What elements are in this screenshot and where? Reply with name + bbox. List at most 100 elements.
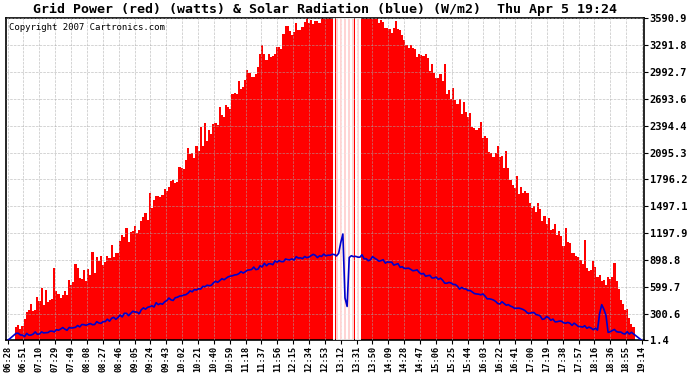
Bar [556,236,558,340]
Bar [575,256,578,340]
Bar [280,49,282,340]
Bar [477,128,480,340]
Bar [482,138,484,340]
Bar [51,299,53,340]
Bar [314,21,316,340]
Bar [276,47,278,340]
Bar [17,326,19,340]
Bar [607,277,609,340]
Bar [179,167,181,340]
Bar [325,13,327,340]
Bar [264,54,266,340]
Bar [456,104,459,340]
Bar [234,93,236,340]
Bar [87,269,89,340]
Bar [223,117,225,340]
Bar [367,0,369,340]
Title: Grid Power (red) (watts) & Solar Radiation (blue) (W/m2)  Thu Apr 5 19:24: Grid Power (red) (watts) & Solar Radiati… [33,3,617,16]
Bar [495,153,497,340]
Bar [68,280,70,340]
Bar [386,28,388,340]
Bar [106,256,108,340]
Bar [323,15,325,340]
Bar [259,54,262,340]
Bar [558,231,560,340]
Bar [138,230,140,340]
Bar [210,134,213,340]
Bar [461,114,463,340]
Bar [89,275,92,340]
Bar [240,89,242,340]
Bar [306,15,308,340]
Bar [231,94,234,340]
Bar [130,232,132,340]
Bar [440,75,442,340]
Bar [81,279,83,340]
Bar [629,318,631,340]
Bar [174,183,177,340]
Bar [124,237,126,340]
Bar [533,206,535,340]
Bar [416,57,418,340]
Bar [270,57,272,340]
Bar [28,310,30,340]
Bar [582,264,584,340]
Bar [363,1,365,340]
Bar [522,192,524,340]
Bar [39,301,41,340]
Bar [535,212,537,340]
Bar [497,146,499,340]
Bar [121,235,124,340]
Bar [509,180,511,340]
Bar [215,123,217,340]
Bar [248,73,250,341]
Bar [94,273,96,340]
Bar [613,263,615,340]
Bar [19,329,21,340]
Bar [388,29,391,340]
Bar [562,246,564,340]
Bar [586,268,588,340]
Bar [397,29,399,340]
Bar [380,20,382,340]
Bar [149,193,151,340]
Bar [100,256,102,340]
Bar [201,146,204,340]
Bar [151,209,153,340]
Bar [96,257,98,340]
Bar [473,128,475,340]
Bar [140,221,142,340]
Bar [594,267,596,340]
Bar [393,28,395,340]
Bar [444,64,446,340]
Bar [161,195,164,340]
Bar [134,226,136,340]
Bar [546,224,548,340]
Bar [404,40,406,340]
Bar [503,168,505,340]
Bar [132,231,134,340]
Bar [253,76,255,340]
Bar [208,130,210,340]
Bar [395,21,397,340]
Bar [435,78,437,340]
Bar [92,252,94,340]
Bar [578,257,580,340]
Bar [195,146,197,340]
Bar [566,242,569,340]
Bar [181,168,183,340]
Bar [529,203,531,340]
Bar [401,35,404,340]
Bar [166,191,168,340]
Bar [49,300,51,340]
Bar [119,241,121,340]
Bar [329,17,331,340]
Bar [513,188,516,340]
Bar [187,148,189,340]
Bar [406,45,408,340]
Bar [168,187,170,340]
Bar [448,90,450,340]
Bar [598,275,601,340]
Bar [335,2,337,340]
Bar [284,26,286,340]
